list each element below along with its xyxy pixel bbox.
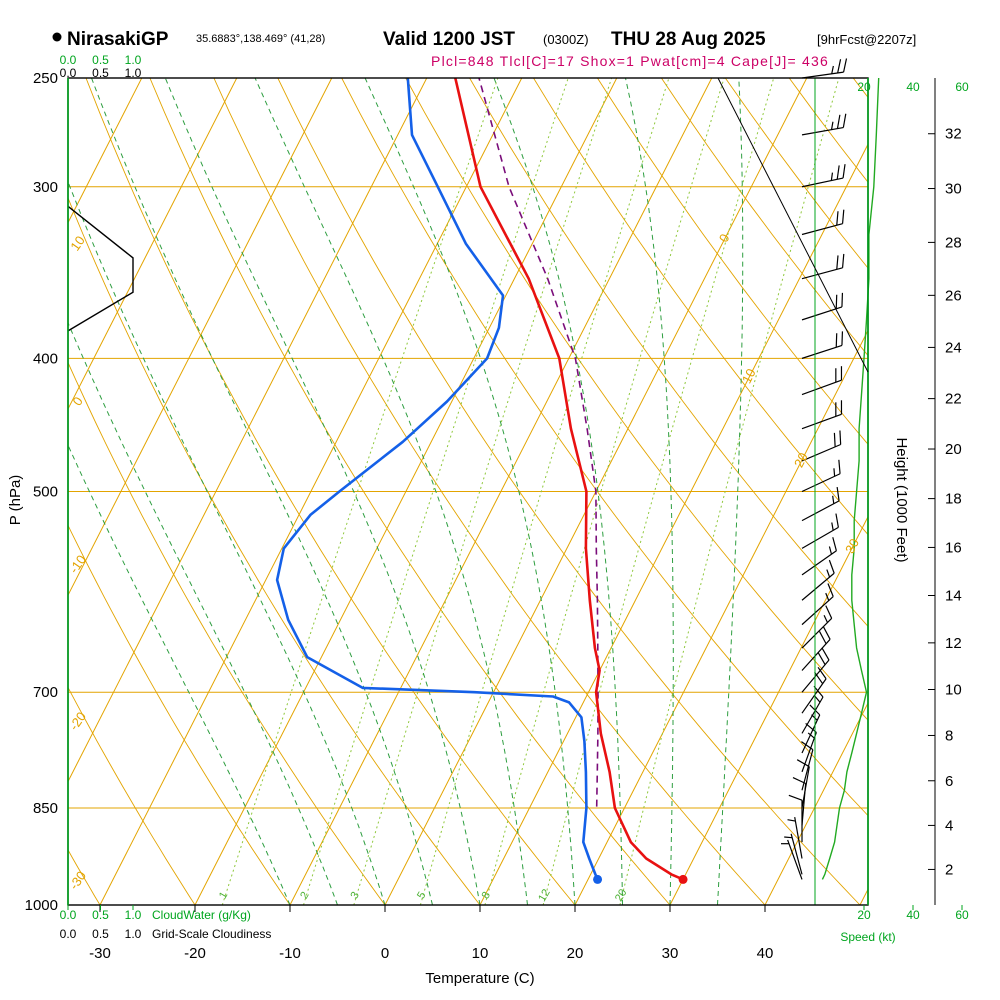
svg-text:1.0: 1.0 xyxy=(125,908,142,922)
svg-text:20: 20 xyxy=(857,80,871,94)
svg-text:0.5: 0.5 xyxy=(92,908,109,922)
svg-text:0: 0 xyxy=(381,945,389,962)
svg-text:0.5: 0.5 xyxy=(92,927,109,941)
svg-text:20: 20 xyxy=(945,441,962,458)
forecast-tag: [9hrFcst@2207z] xyxy=(817,32,916,47)
svg-text:40: 40 xyxy=(906,908,920,922)
svg-text:8: 8 xyxy=(945,727,953,744)
temperature-curve xyxy=(454,78,684,881)
sounding-profiles xyxy=(275,78,688,884)
svg-text:0.0: 0.0 xyxy=(60,927,77,941)
svg-text:2: 2 xyxy=(945,861,953,878)
speed-axis-label: Speed (kt) xyxy=(840,930,895,944)
cloudiness-axis-label: Grid-Scale Cloudiness xyxy=(152,927,271,941)
svg-text:700: 700 xyxy=(33,684,58,701)
svg-text:-10: -10 xyxy=(66,552,89,576)
upper-right-boundary-line xyxy=(717,77,869,373)
svg-text:0.0: 0.0 xyxy=(60,908,77,922)
svg-text:20: 20 xyxy=(857,908,871,922)
svg-text:0: 0 xyxy=(716,231,733,244)
valid-zulu: (0300Z) xyxy=(543,32,589,47)
svg-text:60: 60 xyxy=(955,80,969,94)
svg-text:26: 26 xyxy=(945,287,962,304)
cloudiness-trace xyxy=(67,205,134,332)
valid-time: Valid 1200 JST xyxy=(383,29,515,50)
svg-text:300: 300 xyxy=(33,179,58,196)
svg-text:40: 40 xyxy=(906,80,920,94)
svg-text:250: 250 xyxy=(33,70,58,87)
temperature-axis-label: Temperature (C) xyxy=(425,970,534,987)
svg-text:6: 6 xyxy=(945,773,953,790)
surface-temp-dot xyxy=(678,874,688,884)
svg-text:20: 20 xyxy=(613,887,630,904)
surface-dewpoint-dot xyxy=(593,874,603,884)
svg-text:-10: -10 xyxy=(279,945,301,962)
svg-text:24: 24 xyxy=(945,339,962,356)
svg-text:0.0: 0.0 xyxy=(60,53,77,67)
svg-text:10: 10 xyxy=(472,945,489,962)
svg-text:1.0: 1.0 xyxy=(125,66,142,80)
svg-text:18: 18 xyxy=(945,491,962,508)
svg-text:1: 1 xyxy=(217,890,230,901)
skewt-gridlines xyxy=(68,78,868,905)
svg-text:-20: -20 xyxy=(66,709,89,733)
cloudwater-axis-label: CloudWater (g/Kg) xyxy=(152,908,251,922)
svg-text:30: 30 xyxy=(662,945,679,962)
dewpoint-curve xyxy=(275,78,599,880)
svg-text:-20: -20 xyxy=(184,945,206,962)
svg-text:400: 400 xyxy=(33,350,58,367)
svg-text:14: 14 xyxy=(945,588,962,605)
height-axis-label: Height (1000 Feet) xyxy=(893,437,910,562)
plot-frame xyxy=(67,77,936,906)
svg-text:28: 28 xyxy=(945,234,962,251)
svg-text:2: 2 xyxy=(298,890,311,901)
svg-text:500: 500 xyxy=(33,484,58,501)
svg-text:10: 10 xyxy=(945,682,962,699)
station-bullet-icon xyxy=(52,32,62,42)
svg-text:12: 12 xyxy=(536,887,553,904)
stability-indices: Plcl=848 Tlcl[C]=17 Shox=1 Pwat[cm]=4 Ca… xyxy=(431,53,829,69)
svg-text:-30: -30 xyxy=(66,868,89,892)
svg-text:1000: 1000 xyxy=(25,897,58,914)
svg-text:22: 22 xyxy=(945,391,962,408)
svg-text:0.0: 0.0 xyxy=(60,66,77,80)
parcel-curve xyxy=(478,78,599,807)
svg-text:0.5: 0.5 xyxy=(92,53,109,67)
station-coords: 35.6883°,138.469° (41,28) xyxy=(196,33,325,45)
svg-text:20: 20 xyxy=(567,945,584,962)
svg-text:850: 850 xyxy=(33,800,58,817)
svg-text:60: 60 xyxy=(955,908,969,922)
svg-text:4: 4 xyxy=(945,817,953,834)
svg-text:30: 30 xyxy=(842,536,862,556)
svg-text:1.0: 1.0 xyxy=(125,927,142,941)
svg-text:20: 20 xyxy=(791,450,811,470)
svg-text:10: 10 xyxy=(739,366,759,386)
valid-date: THU 28 Aug 2025 xyxy=(611,29,766,50)
svg-text:16: 16 xyxy=(945,539,962,556)
svg-text:5: 5 xyxy=(415,890,428,901)
svg-text:8: 8 xyxy=(480,890,493,901)
svg-text:10: 10 xyxy=(67,233,88,253)
svg-text:3: 3 xyxy=(348,890,361,901)
svg-text:40: 40 xyxy=(757,945,774,962)
wind-speed-trace xyxy=(814,77,880,905)
svg-text:32: 32 xyxy=(945,126,962,143)
wind-barb-column xyxy=(781,58,848,880)
svg-text:1.0: 1.0 xyxy=(125,53,142,67)
pressure-axis-label: P (hPa) xyxy=(7,475,24,526)
svg-text:0.5: 0.5 xyxy=(92,66,109,80)
svg-text:-30: -30 xyxy=(89,945,111,962)
station-name: NirasakiGP xyxy=(67,29,169,50)
svg-text:12: 12 xyxy=(945,635,962,652)
svg-text:30: 30 xyxy=(945,181,962,198)
